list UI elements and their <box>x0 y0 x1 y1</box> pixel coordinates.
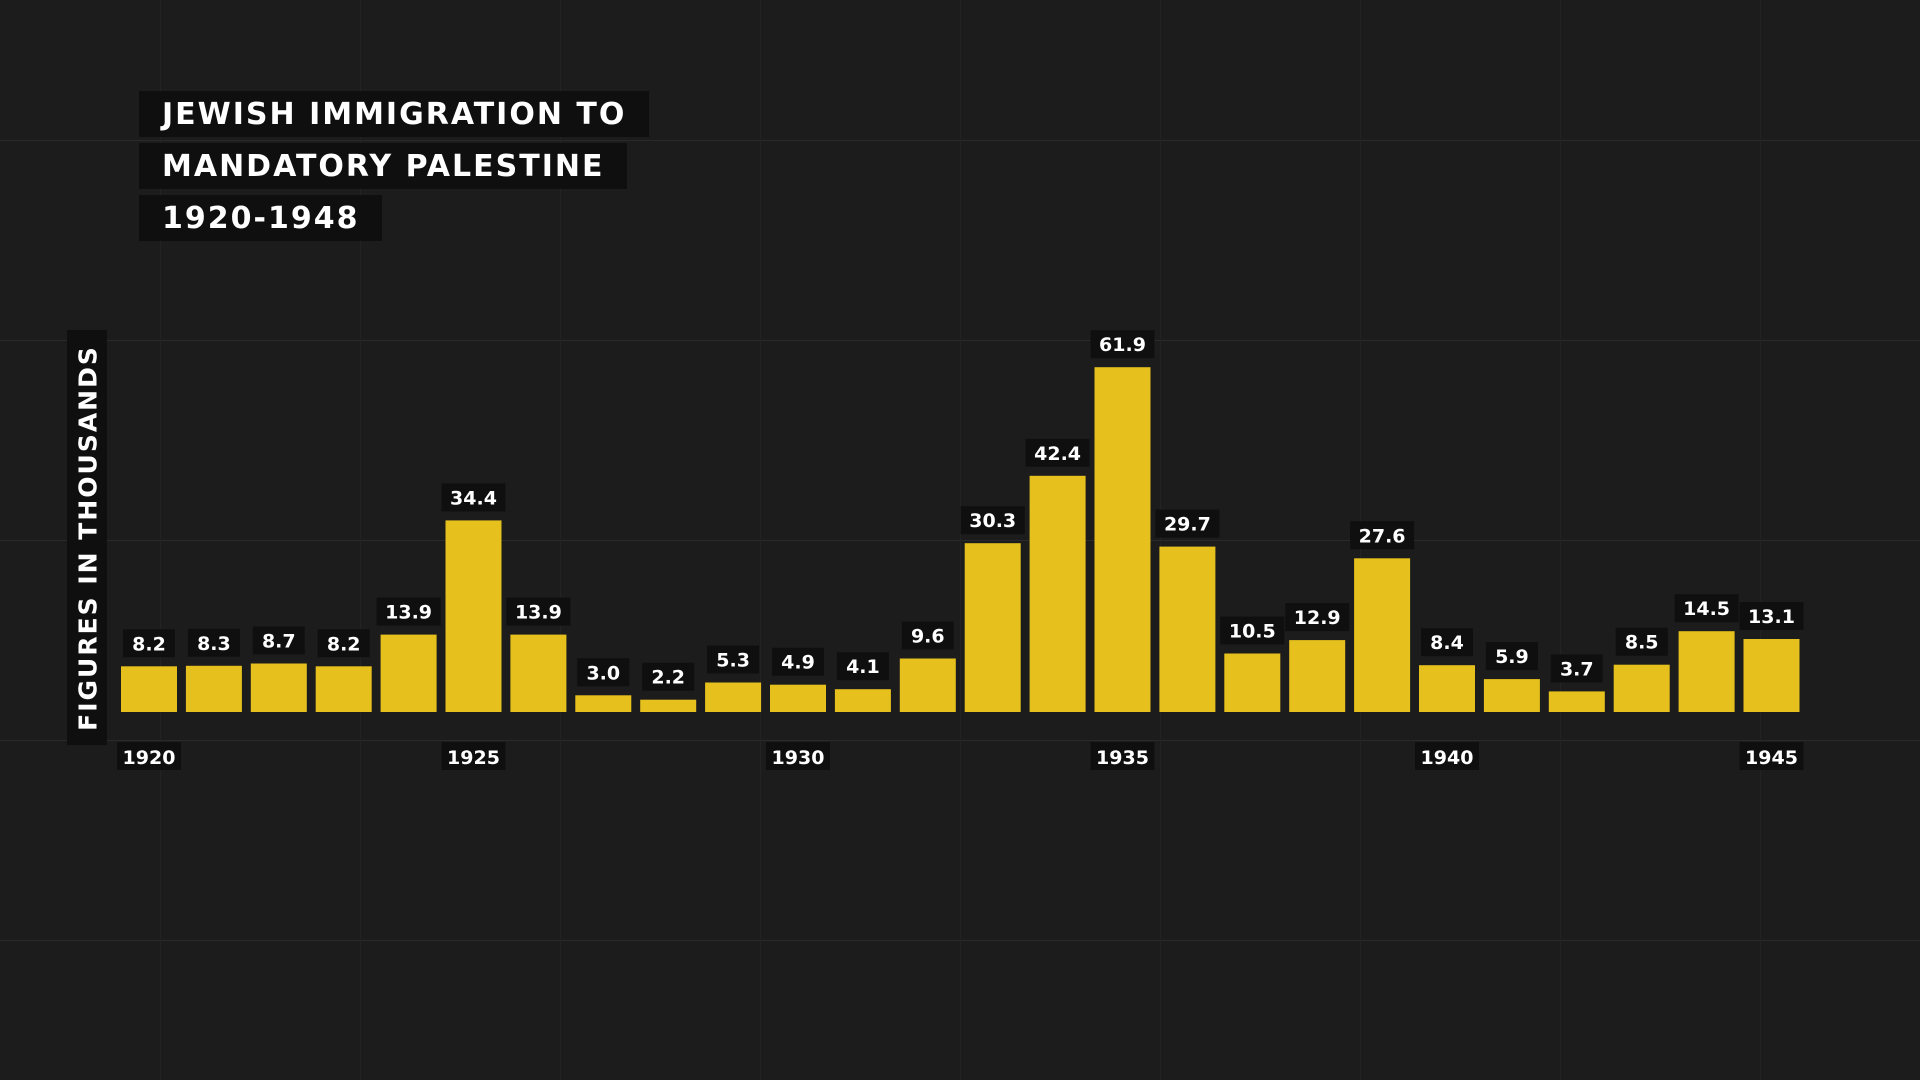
value-label-bg <box>1220 616 1285 645</box>
bar-1935 <box>1094 367 1151 712</box>
bar-1943 <box>1613 664 1670 712</box>
chart-title-line-2: MANDATORY PALESTINE <box>139 143 628 189</box>
value-label-1924: 13.9 <box>385 602 432 624</box>
bar-1933 <box>964 543 1021 712</box>
bar-1932 <box>899 658 956 712</box>
bar-1941 <box>1483 679 1540 712</box>
value-label-bg <box>1485 642 1538 671</box>
bar-1942 <box>1548 691 1605 712</box>
x-tick-label-1930: 1930 <box>772 747 825 769</box>
value-label-1921: 8.3 <box>197 633 231 655</box>
value-label-bg <box>376 597 441 626</box>
bar-1945 <box>1743 639 1800 712</box>
bar-1937 <box>1224 653 1281 712</box>
value-label-bg <box>1615 627 1668 656</box>
value-label-bg <box>960 506 1025 535</box>
bar-1920 <box>121 666 177 712</box>
chart-title-line-1: JEWISH IMMIGRATION TO <box>139 91 650 137</box>
value-label-1934: 42.4 <box>1034 443 1081 465</box>
value-label-bg <box>317 629 370 658</box>
bar-1938 <box>1289 640 1346 712</box>
bar-1931 <box>834 689 891 712</box>
value-label-1920: 8.2 <box>132 633 166 655</box>
value-label-bg <box>901 621 954 650</box>
x-tick-label-1920: 1920 <box>123 747 176 769</box>
value-label-1935: 61.9 <box>1099 334 1146 356</box>
value-label-bg <box>1421 628 1473 657</box>
bar-1922 <box>250 663 307 712</box>
value-label-1928: 2.2 <box>651 667 685 689</box>
chart-title-line-3: 1920-1948 <box>139 195 383 241</box>
x-tick-label-1940: 1940 <box>1421 747 1474 769</box>
bar-1928 <box>640 699 697 712</box>
value-label-1923: 8.2 <box>327 633 361 655</box>
y-axis-label-background <box>67 330 107 745</box>
bar-1944 <box>1678 631 1735 712</box>
value-label-1925: 34.4 <box>450 487 497 509</box>
value-label-1938: 12.9 <box>1294 607 1341 629</box>
value-label-bg <box>123 629 175 658</box>
value-label-1932: 9.6 <box>911 626 945 648</box>
value-label-bg <box>506 597 571 626</box>
bar-1934 <box>1029 475 1086 712</box>
value-label-bg <box>441 483 506 512</box>
value-label-1922: 8.7 <box>262 631 296 653</box>
bar-1930 <box>770 684 826 712</box>
value-label-1942: 3.7 <box>1560 658 1594 680</box>
bar-1925 <box>445 520 502 712</box>
value-label-bg <box>1025 438 1090 467</box>
bar-1923 <box>315 666 372 712</box>
value-label-1943: 8.5 <box>1625 632 1659 654</box>
value-label-1933: 30.3 <box>969 510 1016 532</box>
value-label-1944: 14.5 <box>1683 598 1730 620</box>
tick-label-bg <box>117 742 181 770</box>
value-label-bg <box>772 647 824 676</box>
bar-1940 <box>1419 665 1475 712</box>
value-label-1940: 8.4 <box>1430 632 1464 654</box>
value-label-bg <box>707 645 760 674</box>
value-label-1941: 5.9 <box>1495 646 1529 668</box>
tick-label-bg <box>441 742 506 770</box>
value-label-bg <box>1739 602 1804 630</box>
tick-label-bg <box>1739 742 1804 770</box>
value-label-bg <box>252 626 305 655</box>
bar-1924 <box>380 634 437 712</box>
value-label-1930: 4.9 <box>781 652 815 674</box>
bar-1927 <box>575 695 632 712</box>
bar-1921 <box>185 665 242 712</box>
bar-1939 <box>1354 558 1411 712</box>
value-label-bg <box>187 628 240 657</box>
value-label-bg <box>836 652 889 681</box>
tick-label-bg <box>766 742 830 770</box>
value-label-1939: 27.6 <box>1359 525 1406 547</box>
tick-label-bg <box>1415 742 1479 770</box>
bar-1929 <box>705 682 762 712</box>
value-label-bg <box>1090 330 1155 359</box>
value-label-1945: 13.1 <box>1748 606 1795 628</box>
bar-1926 <box>510 634 567 712</box>
value-label-1929: 5.3 <box>716 650 750 672</box>
tick-label-bg <box>1090 742 1155 770</box>
value-label-bg <box>1350 521 1415 550</box>
value-label-1937: 10.5 <box>1229 621 1276 643</box>
value-label-bg <box>1155 509 1220 538</box>
x-tick-label-1935: 1935 <box>1096 747 1149 769</box>
value-label-bg <box>1674 594 1739 623</box>
bar-1936 <box>1159 546 1216 712</box>
value-label-bg <box>1550 654 1603 683</box>
value-label-1926: 13.9 <box>515 602 562 624</box>
x-tick-label-1945: 1945 <box>1745 747 1798 769</box>
value-label-1931: 4.1 <box>846 656 880 678</box>
value-label-bg <box>577 658 630 687</box>
x-tick-label-1925: 1925 <box>447 747 500 769</box>
value-label-bg <box>1285 603 1350 632</box>
value-label-bg <box>642 662 695 691</box>
value-label-1936: 29.7 <box>1164 514 1211 536</box>
value-label-1927: 3.0 <box>586 662 620 684</box>
